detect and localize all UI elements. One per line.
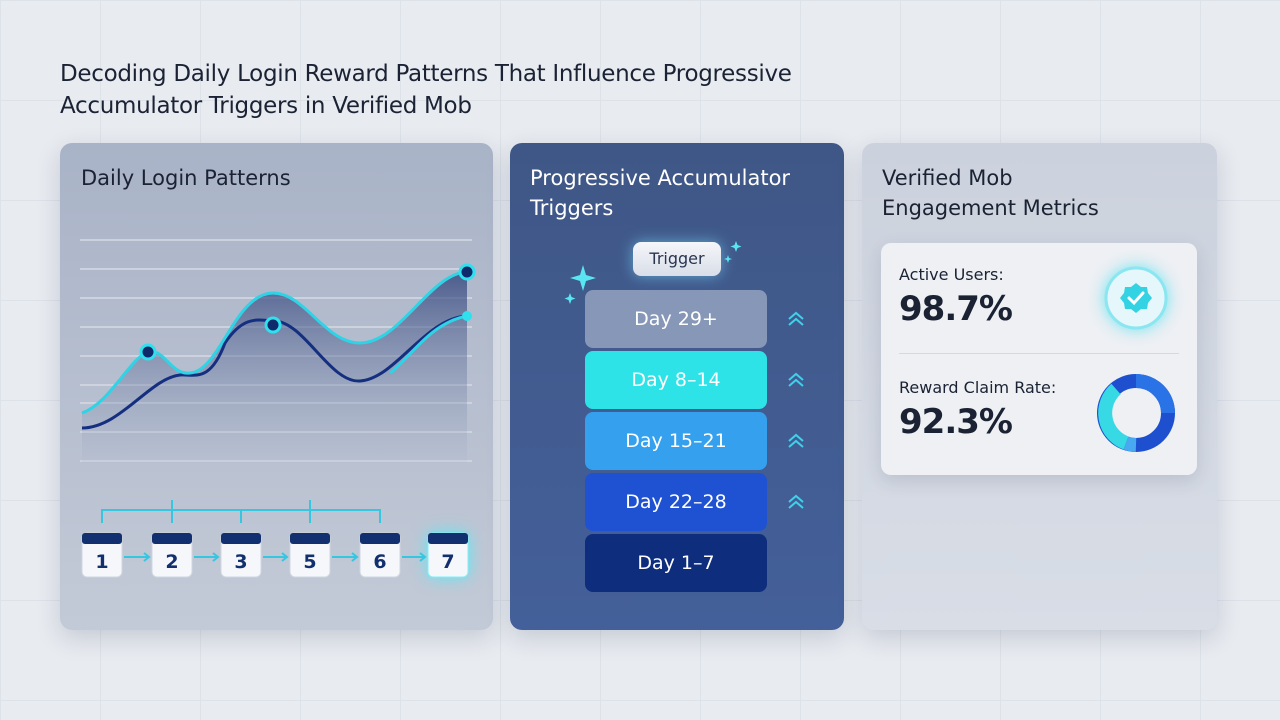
sparkles: [564, 241, 742, 304]
login-panel: Daily Login Patterns 1 2 3 5 6 7: [60, 143, 493, 630]
line-dark: [81, 314, 468, 430]
metric-value: 98.7%: [899, 289, 1013, 329]
chevron: [788, 494, 804, 509]
points: [139, 263, 476, 361]
chevron: [788, 372, 804, 387]
calendar-row: 1 2 3 5 6 7: [81, 532, 469, 578]
calendar-number: 1: [95, 551, 108, 573]
calendar-top: [152, 533, 192, 544]
calendar-arrow: [194, 552, 220, 562]
calendar-top: [82, 533, 122, 544]
metric-icons: [1097, 266, 1175, 452]
calendar-number: 2: [165, 551, 178, 573]
calendar-top: [221, 533, 261, 544]
calendar-day: 1: [81, 532, 123, 578]
tier-chevron: [788, 372, 804, 387]
calendar-arrow: [124, 552, 151, 562]
tier: Day 1–7: [585, 534, 767, 592]
point: [462, 311, 472, 321]
chevron: [788, 311, 804, 326]
area: [82, 272, 467, 463]
calendar-number: 6: [373, 551, 386, 573]
tier-chevron: [788, 494, 804, 509]
tier: Day 29+: [585, 290, 767, 348]
calendar-arrow: [332, 552, 359, 562]
line-cyan-2: [389, 314, 468, 375]
metric-label: Reward Claim Rate:: [899, 378, 1057, 397]
calendar-day: 7: [427, 532, 469, 578]
calendar-number: 3: [234, 551, 247, 573]
tier: Day 8–14: [585, 351, 767, 409]
calendar-arrow: [402, 552, 427, 562]
calendar-day: 3: [220, 532, 262, 578]
calendar-links: [101, 500, 381, 523]
panel-title: Verified Mob Engagement Metrics: [882, 166, 1099, 220]
page-title: Decoding Daily Login Reward Patterns Tha…: [60, 61, 792, 119]
divider: [899, 353, 1179, 354]
calendar-number: 5: [303, 551, 316, 573]
calendar-top: [360, 533, 400, 544]
trigger-badge: Trigger: [633, 242, 721, 276]
panel-title: Progressive Accumulator Triggers: [530, 166, 791, 220]
metrics-panel: Verified Mob Engagement Metrics Active U…: [862, 143, 1217, 630]
metrics-card: Active Users: 98.7% Reward Claim Rate: 9…: [881, 243, 1197, 475]
calendar-day: 5: [289, 532, 331, 578]
calendar-top: [428, 533, 468, 544]
tier-chevron: [788, 433, 804, 448]
trigger-panel: Progressive Accumulator Triggers Trigger…: [510, 143, 844, 630]
tier: Day 15–21: [585, 412, 767, 470]
metric-value: 92.3%: [899, 402, 1013, 442]
panel-title: Daily Login Patterns: [81, 166, 291, 190]
metric-label: Active Users:: [899, 265, 1004, 284]
tier-chevron: [788, 311, 804, 326]
calendar-number: 7: [441, 551, 454, 573]
login-chart: 1 2 3 5 6 7: [80, 239, 476, 578]
chevron: [788, 433, 804, 448]
calendar-arrow: [263, 552, 289, 562]
calendar-day: 6: [359, 532, 401, 578]
calendar-day: 2: [151, 532, 193, 578]
tier: Day 22–28: [585, 473, 767, 531]
calendar-top: [290, 533, 330, 544]
